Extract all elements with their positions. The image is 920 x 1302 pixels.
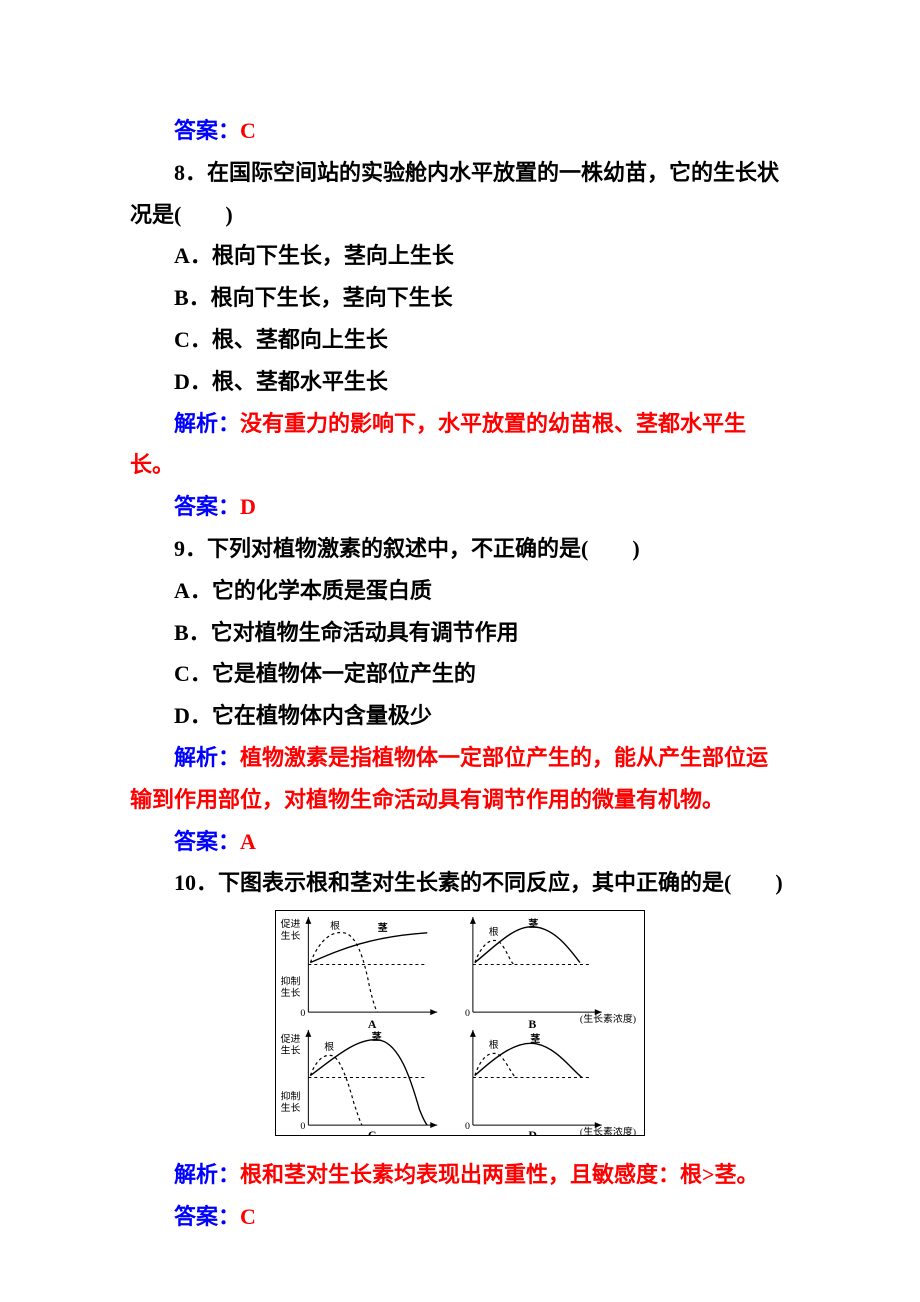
explain-label: 解析： xyxy=(174,745,240,770)
q9-optC: C．它是植物体一定部位产生的 xyxy=(130,653,790,695)
svg-text:茎: 茎 xyxy=(528,917,538,930)
q9-optA: A．它的化学本质是蛋白质 xyxy=(130,570,790,612)
svg-text:0: 0 xyxy=(300,1121,305,1132)
svg-text:根: 根 xyxy=(330,919,340,932)
svg-text:C: C xyxy=(368,1128,377,1136)
svg-text:茎: 茎 xyxy=(530,1032,540,1045)
q10-num: 10． xyxy=(174,870,218,895)
q10-explain: 解析：根和茎对生长素均表现出两重性，且敏感度：根>茎。 xyxy=(130,1154,790,1196)
answer-label: 答案： xyxy=(174,829,240,854)
explain-label: 解析： xyxy=(174,411,240,436)
svg-text:生长: 生长 xyxy=(281,1101,301,1114)
svg-text:根: 根 xyxy=(324,1040,334,1053)
svg-text:生长: 生长 xyxy=(281,1044,301,1057)
q8-answer: 答案：D xyxy=(130,486,790,528)
svg-text:A: A xyxy=(368,1017,377,1031)
q8-optC: C．根、茎都向上生长 xyxy=(130,319,790,361)
q8-stem: 8．在国际空间站的实验舱内水平放置的一株幼苗，它的生长状况是( ) xyxy=(130,152,790,236)
q10-answer: 答案：C xyxy=(130,1196,790,1238)
q9-num: 9． xyxy=(174,536,207,561)
q9-optD: D．它在植物体内含量极少 xyxy=(130,695,790,737)
q10-stem: 10．下图表示根和茎对生长素的不同反应，其中正确的是( ) xyxy=(130,862,790,904)
svg-text:促进: 促进 xyxy=(281,917,301,930)
q9-stem: 9．下列对植物激素的叙述中，不正确的是( ) xyxy=(130,528,790,570)
q8-answer-value: D xyxy=(240,494,256,519)
svg-text:0: 0 xyxy=(465,1121,470,1132)
svg-text:抑制: 抑制 xyxy=(281,1089,301,1102)
svg-text:0: 0 xyxy=(465,1008,470,1019)
q8-text: 在国际空间站的实验舱内水平放置的一株幼苗，它的生长状况是( ) xyxy=(130,160,779,227)
q9-optB: B．它对植物生命活动具有调节作用 xyxy=(130,612,790,654)
svg-text:(生长素浓度): (生长素浓度) xyxy=(580,1012,636,1025)
answer-label: 答案： xyxy=(174,118,240,143)
q10-text: 下图表示根和茎对生长素的不同反应，其中正确的是( ) xyxy=(218,870,783,895)
svg-text:茎: 茎 xyxy=(378,921,388,934)
q10-figure: 促进 生长 抑制 生长 促进 生长 抑制 生长 0 根 茎 A 0 根 茎 (生… xyxy=(130,910,790,1150)
answer-label: 答案： xyxy=(174,494,240,519)
q7-answer: 答案：C xyxy=(130,110,790,152)
q10-explain-text: 根和茎对生长素均表现出两重性，且敏感度：根>茎。 xyxy=(240,1162,759,1187)
q8-optB: B．根向下生长，茎向下生长 xyxy=(130,277,790,319)
q9-answer-value: A xyxy=(240,829,256,854)
q8-num: 8． xyxy=(174,160,207,185)
svg-text:生长: 生长 xyxy=(281,986,301,999)
svg-text:B: B xyxy=(528,1017,536,1031)
q9-text: 下列对植物激素的叙述中，不正确的是( ) xyxy=(207,536,640,561)
q10-answer-value: C xyxy=(240,1204,256,1229)
answer-label: 答案： xyxy=(174,1204,240,1229)
explain-label: 解析： xyxy=(174,1162,240,1187)
svg-text:(生长素浓度): (生长素浓度) xyxy=(580,1125,636,1136)
svg-text:D: D xyxy=(528,1128,537,1136)
svg-text:茎: 茎 xyxy=(372,1030,382,1043)
svg-text:0: 0 xyxy=(300,1008,305,1019)
svg-text:生长: 生长 xyxy=(281,929,301,942)
q9-answer: 答案：A xyxy=(130,821,790,863)
q9-explain: 解析：植物激素是指植物体一定部位产生的，能从产生部位运输到作用部位，对植物生命活… xyxy=(130,737,790,821)
svg-text:促进: 促进 xyxy=(281,1032,301,1045)
q8-optD: D．根、茎都水平生长 xyxy=(130,361,790,403)
svg-text:抑制: 抑制 xyxy=(281,974,301,987)
q8-optA: A．根向下生长，茎向上生长 xyxy=(130,235,790,277)
q7-answer-value: C xyxy=(240,118,256,143)
svg-text:根: 根 xyxy=(489,925,499,938)
q8-explain: 解析：没有重力的影响下，水平放置的幼苗根、茎都水平生长。 xyxy=(130,403,790,487)
svg-text:根: 根 xyxy=(489,1038,499,1051)
